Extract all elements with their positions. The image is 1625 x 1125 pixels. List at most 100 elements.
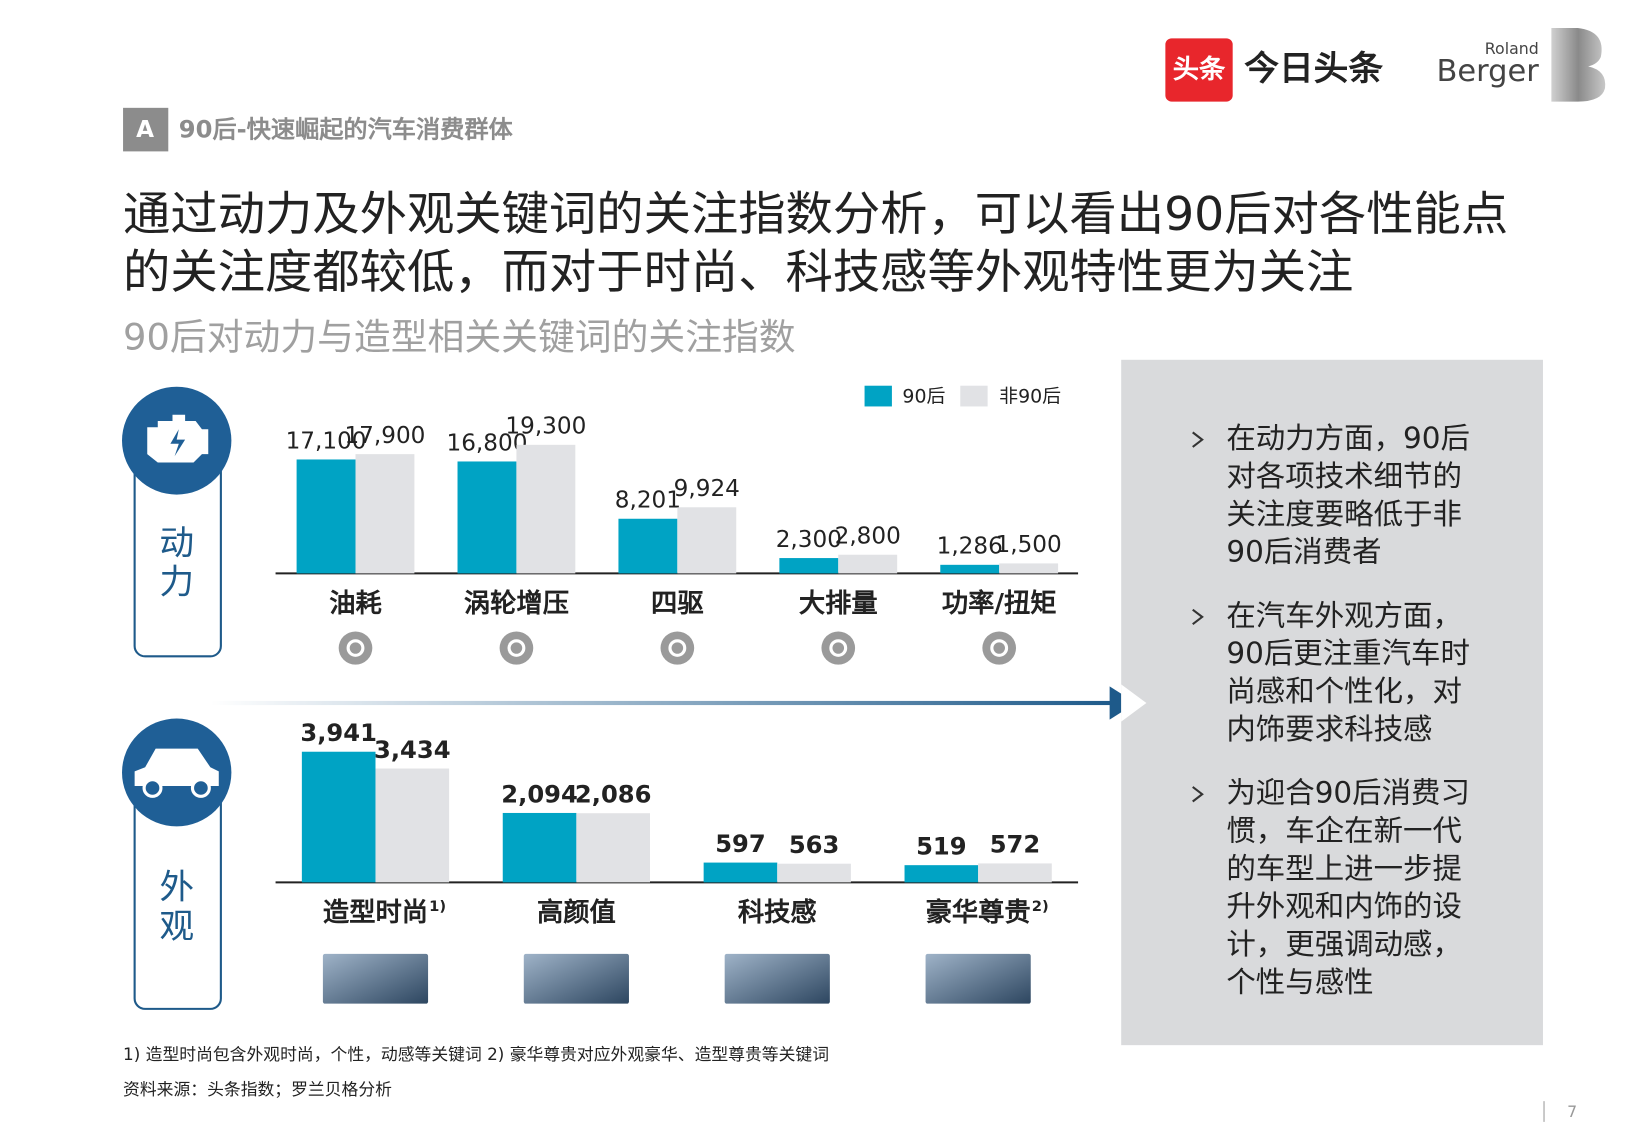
category-icon [821,631,856,665]
brand-badge [1165,38,1233,102]
category-icon-inner [990,639,1009,657]
category-icon [660,631,695,665]
bullet-marker [1192,431,1204,448]
panel-text: 尚感和个性化，对 [1226,674,1462,708]
brand-badge-text: 头条 [1173,55,1226,85]
car-wheel [142,778,163,798]
category-photo [523,953,629,1004]
panel-text: 计，更强调动感， [1226,927,1462,961]
panel-text: 个性与感性 [1226,965,1373,999]
bar [777,863,851,883]
category-icon-inner [507,639,526,657]
section-letter: A [136,117,154,143]
category-label: 豪华尊贵 [926,897,1031,928]
panel-text: 对各项技术细节的 [1226,459,1462,493]
footnote: 1) 造型时尚包含外观时尚，个性，动感等关键词 2) 豪华尊贵对应外观豪华、造型… [123,1044,829,1064]
panel-text: 90后消费者 [1226,535,1381,569]
bar [296,459,356,574]
group-label-char: 外观 [159,867,194,946]
bar [516,444,576,574]
value-label: 563 [789,831,839,859]
category-label: 造型时尚 [323,898,428,928]
group-label-char: 动力 [159,523,194,602]
category-label: 高颜值 [537,897,616,928]
panel-text: 关注度要略低于非 [1226,497,1462,531]
category-label: 科技感 [738,898,817,928]
category-label: 涡轮增压 [464,588,569,619]
category-photo [724,953,830,1004]
value-label: 597 [715,830,765,858]
panel-text: 在动力方面，90后 [1226,421,1470,455]
value-label: 2,300 [776,527,842,553]
section-title: 90后-快速崛起的汽车消费群体 [179,116,514,144]
brand-name: 今日头条 [1244,49,1383,89]
panel-text: 在汽车外观方面， [1226,599,1462,633]
value-label: 2,086 [575,781,652,809]
brand-logo [1551,27,1606,102]
category-photo [322,953,429,1004]
title-line: 的关注度都较低，而对于时尚、科技感等外观特性更为关注 [123,246,1353,301]
category-icon [338,631,373,665]
category-label: 四驱 [651,589,704,619]
bar [375,768,450,883]
engine-bolt [170,429,186,457]
panel-text: 升外观和内饰的设 [1226,889,1462,923]
value-label: 1,286 [937,534,1003,560]
category-icon [499,631,534,665]
footnote-mark: 2) [1032,898,1049,915]
bullet-marker [1192,786,1204,803]
section-badge [123,107,169,152]
bar [502,812,577,883]
subtitle: 90后对动力与造型相关关键词的关注指数 [123,316,796,359]
engine-shape [147,414,209,463]
bar [978,863,1052,883]
value-label: 3,434 [374,736,451,764]
brand-en: Berger [1436,54,1539,89]
bar [703,862,778,883]
category-label: 油耗 [329,589,382,619]
bar [618,518,678,574]
source: 资料来源：头条指数；罗兰贝格分析 [123,1079,392,1099]
legend-swatch [864,385,892,407]
brand-en-top: Roland [1485,39,1539,58]
value-label: 8,201 [615,488,681,514]
value-label: 17,100 [286,428,367,454]
footnote-mark: 1) [429,898,446,915]
bar [576,813,650,883]
value-label: 17,900 [344,423,425,449]
bar [940,564,1000,574]
value-label: 519 [916,833,966,861]
bar [999,563,1059,574]
legend-swatch [960,385,988,407]
panel-text: 为迎合90后消费习 [1226,776,1470,810]
bar [677,507,737,574]
bar [457,461,517,574]
category-icon-inner [346,639,365,657]
value-label: 3,941 [300,719,377,747]
category-photo [925,953,1031,1004]
value-label: 2,800 [835,524,901,550]
legend-label: 非90后 [999,386,1061,408]
panel-text: 内饰要求科技感 [1226,712,1432,746]
bullet-marker [1192,608,1204,626]
title-line: 通过动力及外观关键词的关注指数分析，可以看出90后对各性能点 [123,187,1508,242]
bar [355,454,415,574]
car-wheel [190,778,211,798]
bar [904,865,979,883]
panel-text: 惯，车企在新一代 [1226,814,1462,848]
category-icon [982,631,1017,665]
bar [301,751,376,883]
category-label: 功率/扭矩 [942,588,1057,619]
bar [779,558,839,574]
legend-label: 90后 [902,386,945,408]
panel-text: 90后更注重汽车时 [1226,636,1470,670]
value-label: 572 [990,831,1040,859]
arrow-line [210,700,1113,706]
page-number: 7 [1567,1102,1577,1121]
bar [838,554,898,574]
value-label: 1,500 [996,532,1062,558]
value-label: 16,800 [447,430,528,456]
value-label: 19,300 [505,414,586,440]
car-shape [134,748,219,786]
